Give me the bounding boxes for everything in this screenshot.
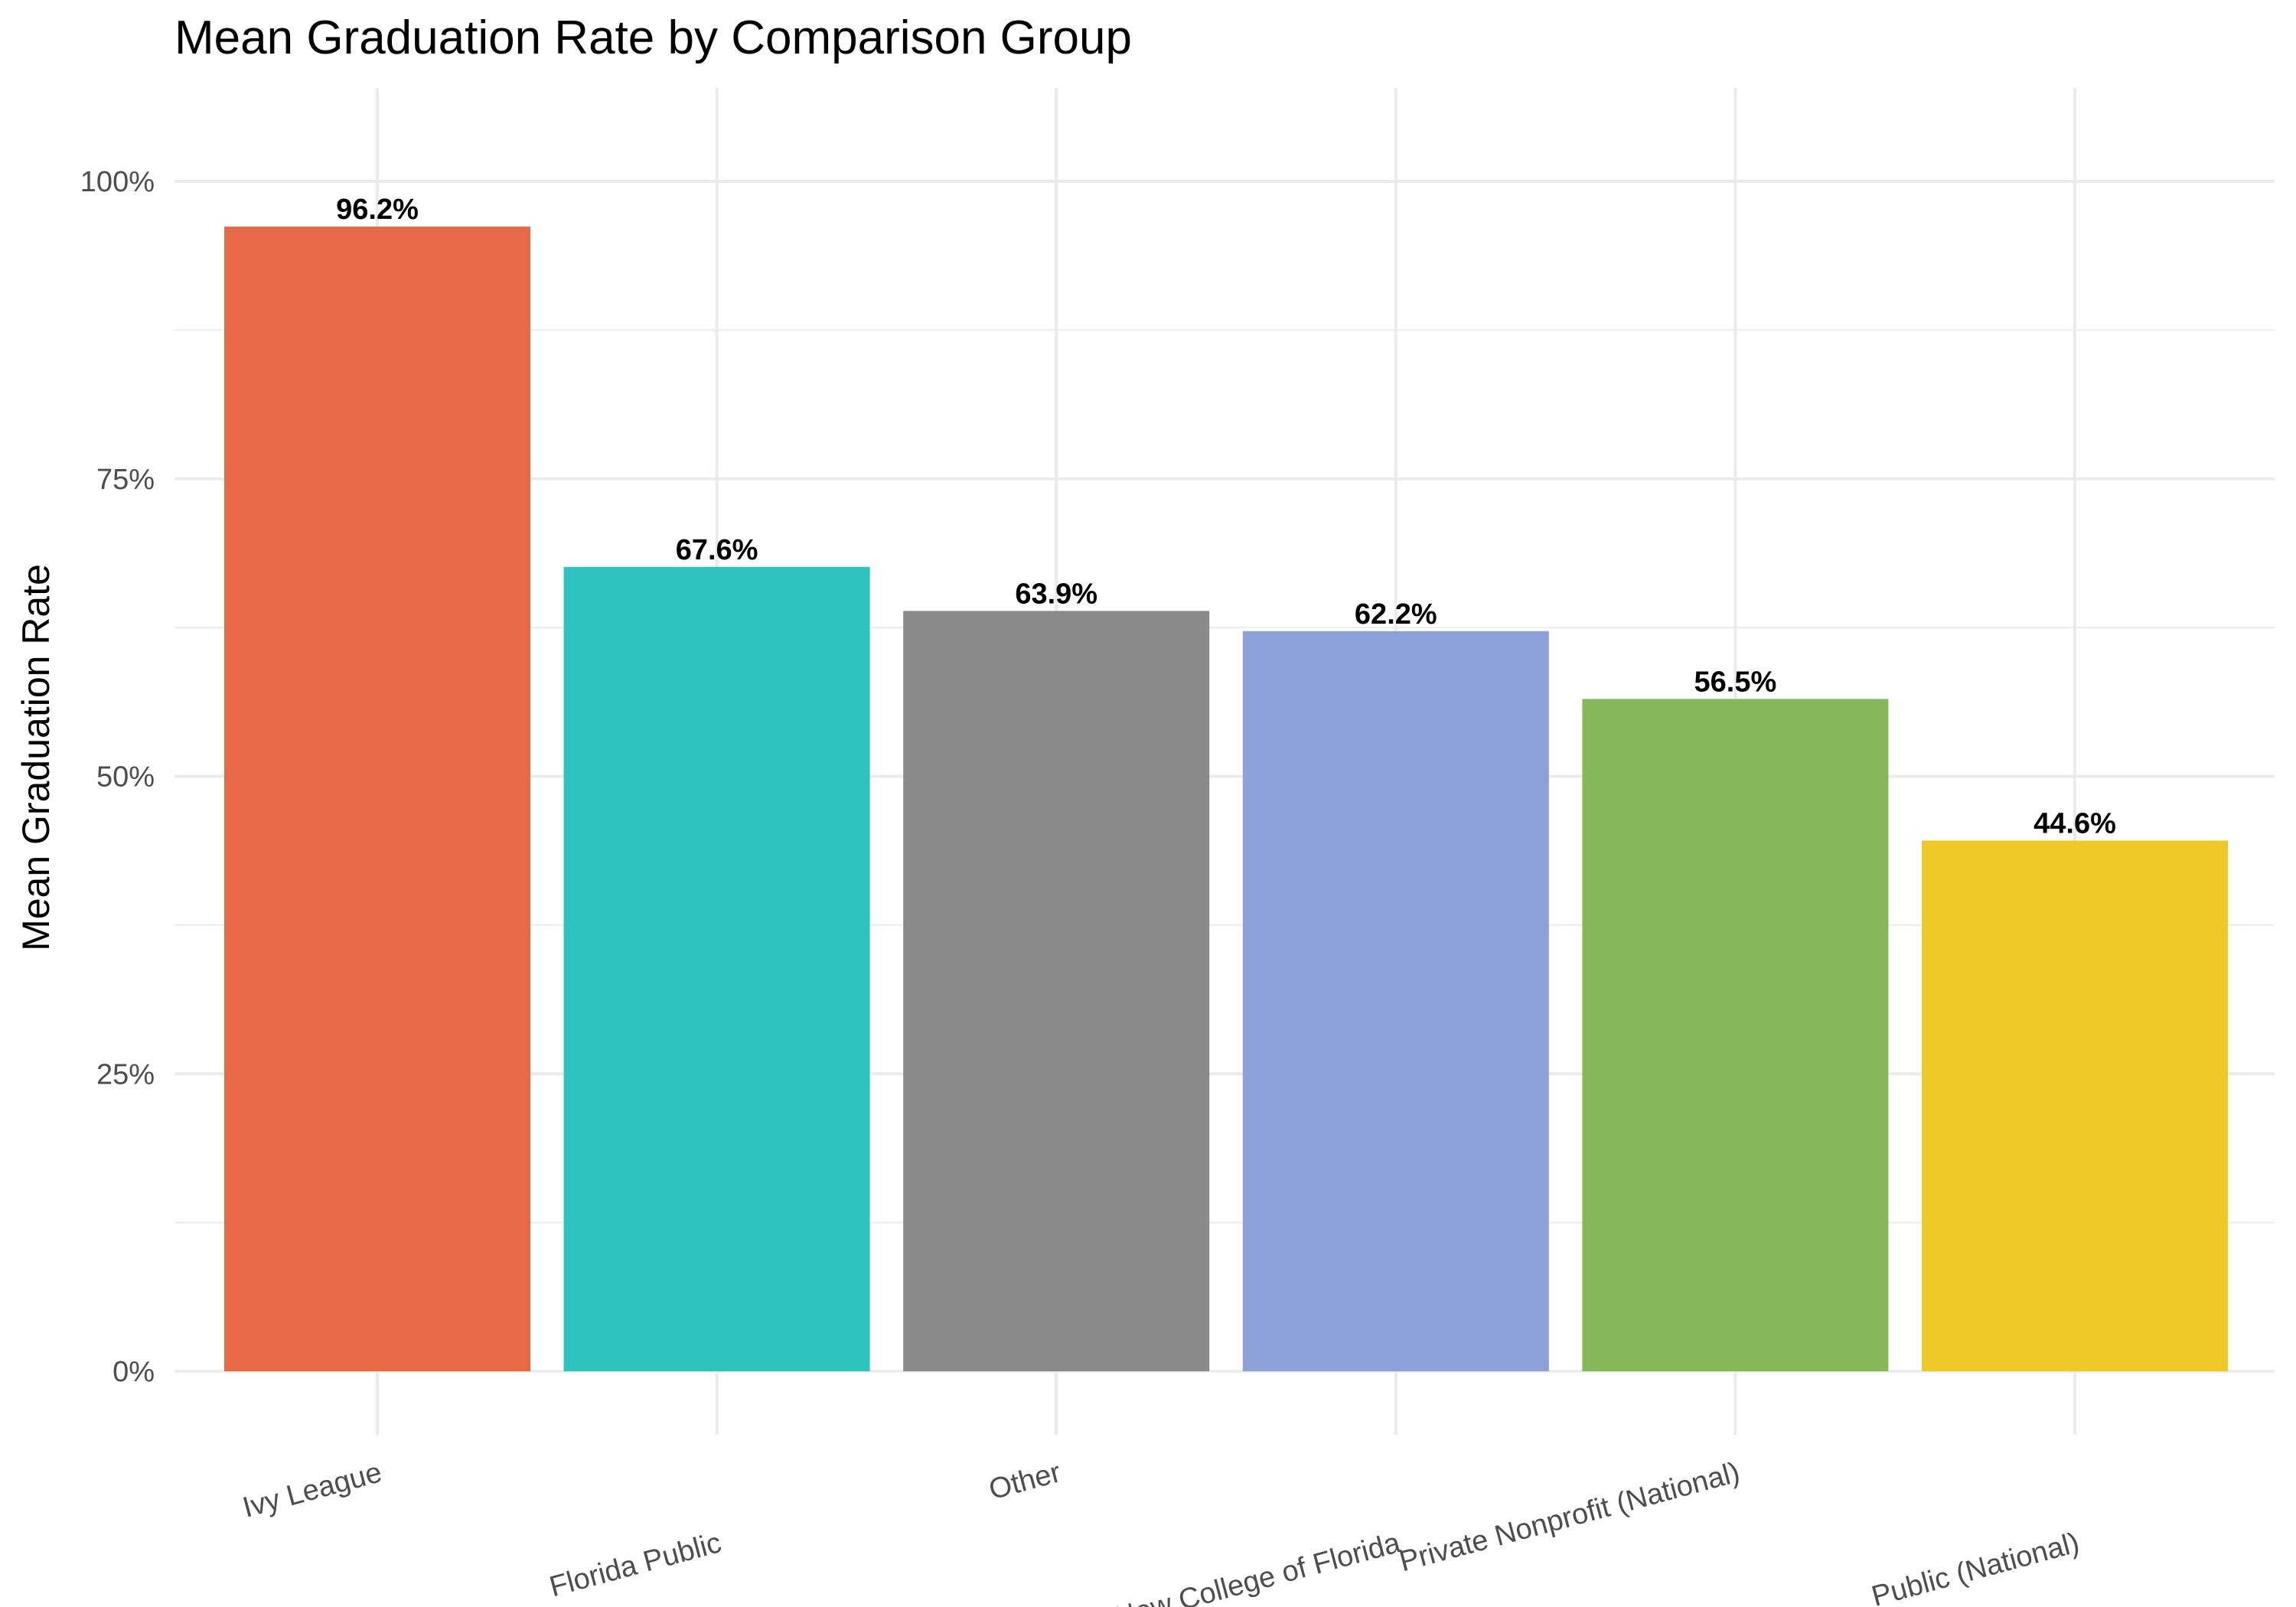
- x-tick-label: Florida Public: [546, 1527, 725, 1603]
- x-tick-label: New College of Florida: [1111, 1527, 1404, 1607]
- bar-new-college-of-florida: [1242, 631, 1549, 1371]
- y-tick-label: 50%: [96, 761, 155, 794]
- data-label: 63.9%: [1015, 578, 1097, 610]
- data-label: 62.2%: [1355, 598, 1437, 631]
- x-tick-label: Ivy League: [240, 1456, 385, 1524]
- bars: [224, 227, 2228, 1372]
- y-axis-ticks: 0% 25% 50% 75% 100%: [80, 166, 155, 1388]
- data-label: 56.5%: [1694, 666, 1777, 698]
- data-labels: 96.2% 67.6% 63.9% 62.2% 56.5% 44.6%: [336, 194, 2116, 839]
- bar-florida-public: [563, 566, 870, 1371]
- y-tick-label: 0%: [113, 1356, 155, 1388]
- y-tick-label: 25%: [96, 1058, 155, 1090]
- bar-ivy-league: [224, 227, 530, 1372]
- bar-public-national: [1922, 840, 2228, 1371]
- bar-other: [903, 611, 1210, 1371]
- data-label: 96.2%: [336, 194, 419, 226]
- y-axis-label: Mean Graduation Rate: [15, 564, 57, 951]
- chart-title: Mean Graduation Rate by Comparison Group: [174, 11, 1132, 64]
- x-tick-label: Other: [986, 1456, 1065, 1506]
- x-tick-label: Private Nonprofit (National): [1396, 1456, 1743, 1578]
- bar-private-nonprofit-national: [1582, 699, 1889, 1371]
- y-tick-label: 100%: [80, 166, 155, 198]
- x-tick-label: Public (National): [1868, 1527, 2082, 1607]
- data-label: 44.6%: [2033, 807, 2116, 839]
- y-tick-label: 75%: [96, 464, 155, 496]
- x-axis-ticks: Ivy League Florida Public Other New College…: [240, 1456, 2082, 1607]
- data-label: 67.6%: [676, 534, 758, 566]
